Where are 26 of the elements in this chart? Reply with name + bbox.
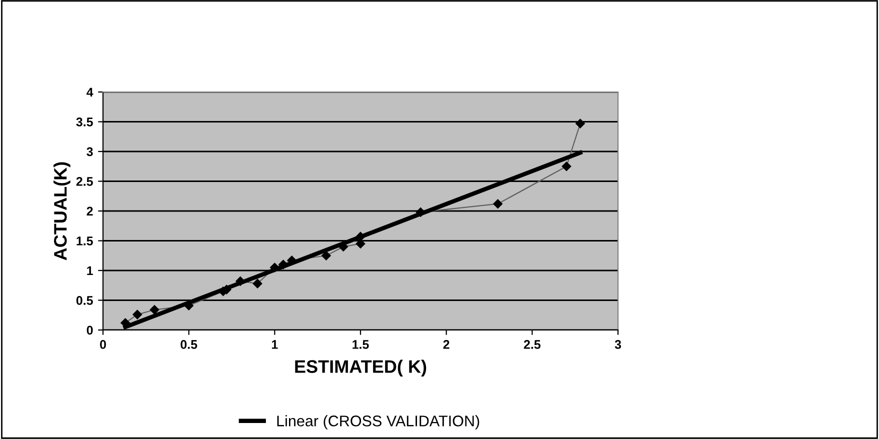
x-axis-title: ESTIMATED( K) — [295, 360, 426, 377]
x-tick-label: 2.5 — [524, 340, 541, 349]
point — [132, 310, 142, 320]
point — [252, 278, 262, 288]
y-tick-label: 1.5 — [76, 236, 93, 246]
y-tick-label: 3.5 — [76, 118, 93, 126]
x-tick-label: 0 — [100, 340, 106, 349]
y-tick-label: 0.5 — [76, 296, 93, 305]
x-tick-label: 1.5 — [352, 340, 369, 349]
y-axis-title: ACTUAL(K) — [54, 162, 70, 260]
x-tick-label: 3 — [614, 340, 622, 349]
y-tick-label: 1 — [87, 266, 93, 276]
y-tick-label: 2.5 — [76, 177, 93, 186]
y-tick-label: 2 — [86, 206, 93, 216]
point — [493, 199, 502, 208]
x-tick-label: 0.5 — [180, 340, 198, 349]
y-tick-label: 3 — [86, 147, 93, 156]
x-tick-label: 2 — [443, 340, 450, 349]
point — [562, 162, 572, 171]
y-tick-label: 0 — [86, 326, 93, 335]
x-tick-label: 1 — [272, 340, 278, 349]
point — [150, 305, 160, 314]
legend-label: Linear (CROSS VALIDATION) — [277, 415, 480, 430]
y-tick-label: 4 — [86, 88, 94, 97]
point — [322, 251, 331, 260]
point — [576, 118, 585, 128]
